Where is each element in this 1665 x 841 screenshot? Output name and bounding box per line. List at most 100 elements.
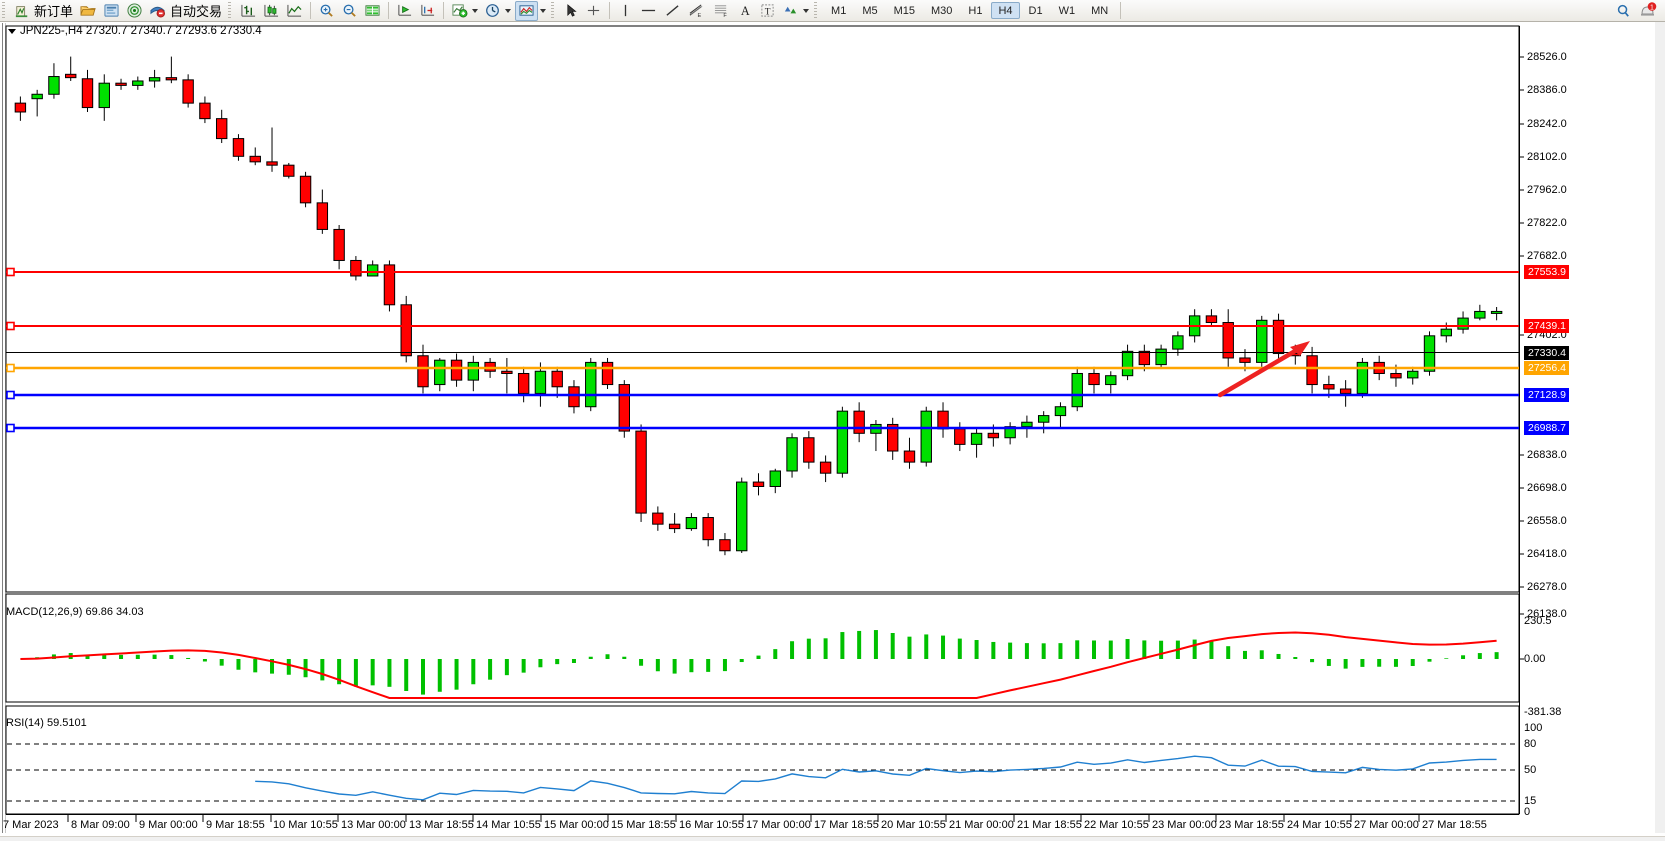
data-window-icon[interactable] — [101, 1, 122, 21]
candle — [283, 164, 295, 177]
timeframe-m5[interactable]: M5 — [862, 4, 878, 17]
shift-end-icon[interactable] — [394, 1, 415, 21]
price-axis-label: 28242.0 — [1527, 118, 1567, 130]
status-bar — [0, 836, 1665, 841]
cursor-icon[interactable] — [561, 1, 581, 21]
sub-axis-label: 80 — [1524, 738, 1537, 750]
zoom-in-icon[interactable] — [316, 1, 337, 21]
timeframe-w1[interactable]: W1 — [1058, 4, 1076, 17]
candle — [635, 430, 647, 514]
timeframe-h1[interactable]: H1 — [968, 4, 983, 17]
candlestick-chart-icon[interactable] — [261, 1, 282, 21]
chart-area[interactable]: JPN225-,H4 27320.7 27340.7 27293.6 27330… — [0, 22, 1665, 841]
time-axis-label: 23 Mar 18:55 — [1219, 819, 1284, 831]
symbol-ohlc-label[interactable]: JPN225-,H4 27320.7 27340.7 27293.6 27330… — [8, 25, 262, 37]
trendline-icon[interactable] — [662, 1, 683, 21]
candle — [668, 523, 681, 530]
autotrading-icon[interactable] — [147, 1, 168, 21]
candle — [1004, 426, 1016, 439]
text-label-icon[interactable]: T — [757, 1, 778, 21]
folder-icon[interactable] — [78, 1, 99, 21]
toolbar-separator-2 — [388, 2, 390, 19]
price-axis-label: 28102.0 — [1527, 151, 1567, 163]
candle — [1138, 350, 1151, 366]
candle — [1339, 388, 1352, 394]
new-order-icon[interactable] — [12, 1, 32, 21]
add-indicator-icon[interactable] — [449, 1, 470, 21]
text-icon[interactable]: A — [735, 1, 755, 21]
toolbar-grip-3[interactable] — [550, 1, 558, 20]
price-axis-label: 27822.0 — [1527, 217, 1567, 229]
timeframe-m15[interactable]: M15 — [893, 4, 915, 17]
candle — [417, 355, 429, 388]
candle — [1155, 348, 1167, 366]
vline-icon[interactable] — [615, 1, 635, 21]
price-tag: 27439.1 — [1524, 319, 1569, 333]
period-icon[interactable] — [482, 1, 503, 21]
price-tag: 27256.4 — [1524, 361, 1569, 375]
candle — [182, 79, 194, 104]
price-chart-canvas[interactable] — [0, 22, 1665, 841]
templates-icon[interactable] — [515, 0, 539, 21]
price-axis-label: 26418.0 — [1527, 548, 1567, 560]
toolbar-grip-4[interactable] — [813, 1, 821, 20]
shapes-caret-icon[interactable] — [803, 8, 810, 13]
tile-windows-icon[interactable] — [362, 1, 383, 21]
auto-scroll-icon[interactable] — [417, 1, 438, 21]
period-caret-icon[interactable] — [505, 8, 512, 13]
timeframe-mn[interactable]: MN — [1091, 4, 1109, 17]
toolbar-separator-3 — [443, 2, 445, 19]
time-axis-label: 15 Mar 00:00 — [544, 819, 609, 831]
candle — [551, 370, 563, 388]
timeframe-h4[interactable]: H4 — [991, 2, 1020, 19]
fibonacci-icon[interactable]: F — [710, 1, 733, 21]
trend-arrow-annotation[interactable] — [1217, 341, 1310, 398]
candle — [1306, 355, 1318, 386]
time-axis-label: 8 Mar 09:00 — [71, 819, 130, 831]
timeframe-m30[interactable]: M30 — [931, 4, 953, 17]
notifications-icon[interactable]: 1 — [1636, 1, 1660, 21]
search-icon[interactable] — [1613, 1, 1634, 21]
candle — [199, 102, 211, 120]
time-axis-label: 23 Mar 00:00 — [1152, 819, 1217, 831]
price-axis-label: 26838.0 — [1527, 449, 1567, 461]
candle — [316, 202, 329, 230]
candle — [1323, 384, 1335, 390]
candle — [1054, 406, 1067, 417]
sub-axis-label: 50 — [1524, 764, 1537, 776]
broadcast-icon[interactable] — [124, 1, 145, 21]
add-indicator-caret-icon[interactable] — [472, 8, 479, 13]
candle — [1423, 335, 1436, 372]
timeframe-d1[interactable]: D1 — [1028, 4, 1043, 17]
candle — [165, 77, 178, 81]
new-order-label[interactable]: 新订单 — [34, 4, 74, 19]
sub-axis-label: -381.38 — [1524, 706, 1562, 718]
candle — [400, 304, 412, 357]
toolbar-grip-2[interactable] — [227, 1, 235, 20]
candle — [685, 517, 698, 530]
candle — [1222, 322, 1234, 359]
templates-caret-icon[interactable] — [540, 8, 547, 13]
toolbar-separator-5 — [1120, 2, 1122, 19]
zoom-out-icon[interactable] — [339, 1, 360, 21]
toolbar-grip[interactable] — [1, 1, 8, 20]
candle — [702, 517, 714, 541]
bar-chart-icon[interactable] — [238, 1, 259, 21]
autotrading-label[interactable]: 自动交易 — [170, 4, 223, 19]
equidistant-channel-icon[interactable]: E — [685, 1, 708, 21]
candle — [115, 82, 127, 86]
candle — [81, 78, 94, 109]
sub-axis-label: 0 — [1524, 806, 1531, 818]
crosshair-icon[interactable] — [583, 1, 604, 21]
time-axis-label: 10 Mar 10:55 — [273, 819, 338, 831]
line-chart-icon[interactable] — [284, 1, 305, 21]
candle — [266, 161, 278, 166]
timeframe-m1[interactable]: M1 — [831, 4, 847, 17]
shapes-icon[interactable] — [780, 1, 801, 21]
candle — [1021, 421, 1033, 428]
chart-menu-caret-icon[interactable] — [8, 28, 16, 34]
horizontal-levels[interactable] — [6, 267, 1519, 433]
time-axis-label: 13 Mar 18:55 — [409, 819, 474, 831]
hline-icon[interactable] — [637, 1, 660, 21]
